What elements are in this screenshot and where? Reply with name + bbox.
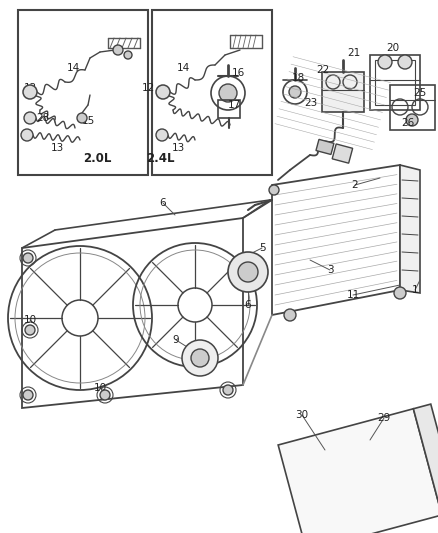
Text: 2.4L: 2.4L: [146, 151, 174, 165]
Circle shape: [398, 55, 412, 69]
Circle shape: [394, 287, 406, 299]
Bar: [278, 409, 438, 533]
Circle shape: [24, 112, 36, 124]
Circle shape: [23, 390, 33, 400]
Text: 3: 3: [327, 265, 333, 275]
Text: 13: 13: [171, 143, 185, 153]
Circle shape: [77, 113, 87, 123]
Bar: [370, 55, 420, 110]
Circle shape: [156, 85, 170, 99]
Text: 30: 30: [296, 410, 308, 420]
Circle shape: [21, 129, 33, 141]
Circle shape: [156, 129, 168, 141]
Circle shape: [269, 185, 279, 195]
Text: 12: 12: [141, 83, 155, 93]
Circle shape: [238, 262, 258, 282]
Text: 14: 14: [67, 63, 80, 73]
Text: 5: 5: [259, 243, 265, 253]
Circle shape: [124, 51, 132, 59]
Circle shape: [289, 86, 301, 98]
Text: 12: 12: [23, 83, 37, 93]
Text: 6: 6: [245, 300, 251, 310]
Polygon shape: [400, 165, 420, 293]
Polygon shape: [332, 144, 353, 163]
Bar: [218, 100, 240, 118]
Text: 15: 15: [81, 116, 95, 126]
Circle shape: [23, 253, 33, 263]
Polygon shape: [316, 139, 334, 155]
Circle shape: [191, 349, 209, 367]
Text: 10: 10: [93, 383, 106, 393]
Text: 22: 22: [316, 65, 330, 75]
Text: 28: 28: [36, 113, 49, 123]
Circle shape: [100, 390, 110, 400]
Text: 13: 13: [50, 143, 64, 153]
Text: 20: 20: [386, 43, 399, 53]
Text: 14: 14: [177, 63, 190, 73]
Text: 16: 16: [231, 68, 245, 78]
Bar: [413, 404, 438, 515]
Text: 1: 1: [412, 285, 418, 295]
Circle shape: [219, 84, 237, 102]
Bar: [152, 10, 272, 175]
Circle shape: [378, 55, 392, 69]
Circle shape: [23, 85, 37, 99]
Text: 10: 10: [24, 315, 36, 325]
Bar: [18, 10, 148, 175]
Circle shape: [223, 385, 233, 395]
Text: 25: 25: [413, 88, 427, 98]
Text: 26: 26: [401, 118, 415, 128]
Circle shape: [228, 252, 268, 292]
Text: 18: 18: [291, 73, 304, 83]
Text: 29: 29: [378, 413, 391, 423]
Bar: [375, 60, 415, 105]
Circle shape: [284, 309, 296, 321]
Text: 21: 21: [347, 48, 360, 58]
Text: 9: 9: [173, 335, 179, 345]
Circle shape: [406, 114, 418, 126]
Text: 6: 6: [160, 198, 166, 208]
Circle shape: [113, 45, 123, 55]
Bar: [322, 72, 364, 112]
Circle shape: [25, 325, 35, 335]
Text: 11: 11: [346, 290, 360, 300]
Text: 17: 17: [227, 100, 240, 110]
Text: 2.0L: 2.0L: [83, 151, 111, 165]
Circle shape: [182, 340, 218, 376]
Text: 2: 2: [352, 180, 358, 190]
Bar: [390, 85, 435, 130]
Text: 23: 23: [304, 98, 318, 108]
